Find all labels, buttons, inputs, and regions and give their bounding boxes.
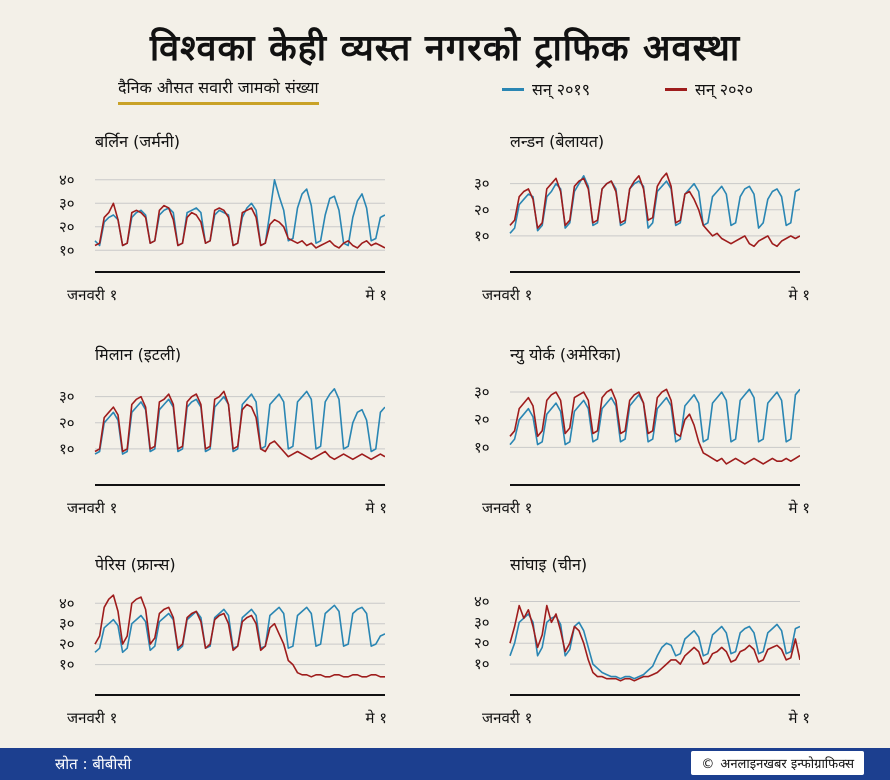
chart-london: १० २० ३० xyxy=(474,172,800,273)
x-end-label-paris: मे १ xyxy=(365,709,387,727)
legend-swatch-2019 xyxy=(502,87,524,91)
panel-london: लन्डन (बेलायत) १० २० ३० जनवरी १ मे १ xyxy=(470,130,810,320)
y-tick-label: १० xyxy=(474,438,490,456)
series-line-2020 xyxy=(509,172,800,248)
y-tick-label: ३० xyxy=(59,615,75,633)
chart-shanghai: १० २० ३० ४० xyxy=(474,592,800,696)
legend-label-2019: सन् २०१९ xyxy=(532,80,591,99)
y-tick-label: ४० xyxy=(59,171,75,189)
y-tick-label: ३० xyxy=(474,383,490,401)
series-line-2020 xyxy=(509,388,800,465)
panel-milan: मिलान (इटली) १० २० ३० जनवरी १ मे १ xyxy=(55,343,395,533)
panel-berlin: बर्लिन (जर्मनी) १० २० ३० ४० जनवरी १ मे १ xyxy=(55,130,395,320)
chart-milan: १० २० ३० xyxy=(59,388,385,486)
y-tick-label: २० xyxy=(474,411,490,429)
y-tick-label: २० xyxy=(59,218,75,236)
source-note: स्रोत : बीबीसी xyxy=(55,755,132,773)
y-tick-label: ४० xyxy=(474,592,490,610)
panel-title-berlin: बर्लिन (जर्मनी) xyxy=(95,132,181,151)
x-end-label-berlin: मे १ xyxy=(365,286,387,304)
x-end-label-london: मे १ xyxy=(788,286,810,304)
x-start-label-paris: जनवरी १ xyxy=(67,709,118,727)
chart-new-york: १० २० ३० xyxy=(474,383,800,486)
x-end-label-shanghai: मे १ xyxy=(788,709,810,727)
chart-berlin: १० २० ३० ४० xyxy=(59,171,385,273)
credit-text: अनलाइनखबर इन्फोग्राफिक्स xyxy=(720,757,854,772)
x-start-label-berlin: जनवरी १ xyxy=(67,286,118,304)
x-start-label-new-york: जनवरी १ xyxy=(482,499,533,517)
y-tick-label: ३० xyxy=(474,175,490,193)
series-line-2020 xyxy=(509,604,800,682)
y-tick-label: १० xyxy=(474,227,490,245)
x-start-label-london: जनवरी १ xyxy=(482,286,533,304)
panel-paris: पेरिस (फ्रान्स) १० २० ३० ४० जनवरी १ मे १ xyxy=(55,553,395,743)
series-line-2019 xyxy=(94,178,385,247)
legend-label-2020: सन् २०२० xyxy=(695,80,754,99)
x-start-label-milan: जनवरी १ xyxy=(67,499,118,517)
x-end-label-new-york: मे १ xyxy=(788,499,810,517)
series-line-2020 xyxy=(94,594,385,678)
series-line-2020 xyxy=(94,202,385,249)
footer-bar: स्रोत : बीबीसी © अनलाइनखबर इन्फोग्राफिक्स xyxy=(0,748,890,780)
x-end-label-milan: मे १ xyxy=(365,499,387,517)
y-tick-label: २० xyxy=(59,635,75,653)
y-tick-label: २० xyxy=(474,634,490,652)
y-tick-label: १० xyxy=(59,241,75,259)
y-tick-label: २० xyxy=(474,201,490,219)
panel-title-paris: पेरिस (फ्रान्स) xyxy=(95,555,176,574)
legend-item-2020: सन् २०२० xyxy=(665,78,753,100)
panel-new-york: न्यु योर्क (अमेरिका) १० २० ३० जनवरी १ मे १ xyxy=(470,343,810,533)
chart-paris: १० २० ३० ४० xyxy=(59,594,385,696)
y-tick-label: ४० xyxy=(59,594,75,612)
panel-title-new-york: न्यु योर्क (अमेरिका) xyxy=(510,345,622,364)
series-line-2020 xyxy=(94,390,385,461)
y-tick-label: ३० xyxy=(59,194,75,212)
legend-swatch-2020 xyxy=(665,87,687,91)
series-line-2019 xyxy=(509,388,800,446)
panel-title-shanghai: सांघाइ (चीन) xyxy=(510,555,588,574)
y-tick-label: १० xyxy=(59,656,75,674)
chart-subtitle: दैनिक औसत सवारी जामको संख्या xyxy=(118,76,319,105)
y-tick-label: १० xyxy=(59,440,75,458)
y-tick-label: ३० xyxy=(59,388,75,406)
x-start-label-shanghai: जनवरी १ xyxy=(482,709,533,727)
chart-title: विश्वका केही व्यस्त नगरको ट्राफिक अवस्था xyxy=(149,28,741,69)
legend-item-2019: सन् २०१९ xyxy=(502,78,590,100)
credit-badge: © अनलाइनखबर इन्फोग्राफिक्स xyxy=(691,751,864,775)
series-line-2019 xyxy=(509,613,800,680)
y-tick-label: १० xyxy=(474,655,490,673)
panel-title-london: लन्डन (बेलायत) xyxy=(510,132,605,151)
panel-title-milan: मिलान (इटली) xyxy=(95,345,182,364)
series-line-2019 xyxy=(94,604,385,654)
y-tick-label: ३० xyxy=(474,613,490,631)
copyright-icon: © xyxy=(701,757,715,772)
panel-shanghai: सांघाइ (चीन) १० २० ३० ४० जनवरी १ मे १ xyxy=(470,553,810,743)
y-tick-label: २० xyxy=(59,414,75,432)
